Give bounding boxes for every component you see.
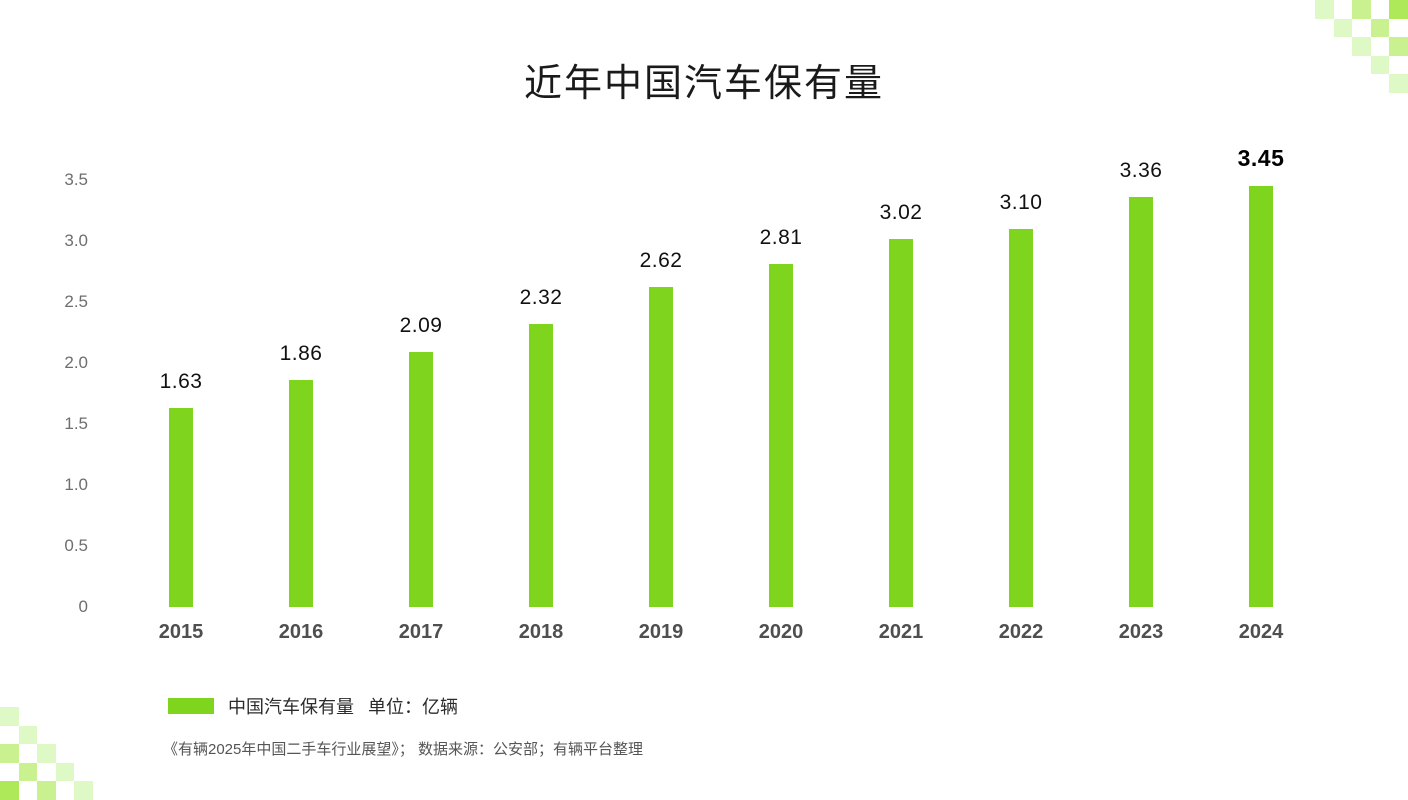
y-axis-tick-label: 3.0 bbox=[64, 231, 88, 250]
checker-square bbox=[1389, 74, 1408, 93]
checker-square bbox=[1352, 37, 1371, 56]
y-axis-tick-label: 2.0 bbox=[64, 353, 88, 372]
x-axis-tick-label: 2022 bbox=[998, 621, 1044, 643]
y-axis-tick-label: 1.0 bbox=[64, 475, 88, 494]
checker-decoration-top-right bbox=[1315, 0, 1408, 93]
y-axis-tick-label: 2.5 bbox=[64, 292, 88, 311]
checker-square bbox=[1389, 0, 1408, 19]
legend-unit-label: 单位：亿辆 bbox=[368, 697, 458, 717]
bar-value-label: 1.86 bbox=[279, 342, 323, 365]
chart-title: 近年中国汽车保有量 bbox=[523, 63, 884, 105]
checker-square bbox=[74, 781, 93, 800]
bar-2016 bbox=[289, 380, 313, 607]
bar-value-label: 1.63 bbox=[159, 370, 203, 393]
checker-decoration-bottom-left bbox=[0, 707, 93, 800]
bar-value-label: 2.09 bbox=[399, 314, 443, 337]
bar-2022 bbox=[1009, 229, 1033, 607]
bar-2017 bbox=[409, 352, 433, 607]
x-axis-tick-label: 2017 bbox=[398, 621, 444, 643]
checker-square bbox=[1315, 0, 1334, 19]
bar-2023 bbox=[1129, 197, 1153, 607]
x-axis-tick-label: 2019 bbox=[638, 621, 684, 643]
bar-2021 bbox=[889, 239, 913, 607]
x-axis-tick-label: 2021 bbox=[878, 621, 924, 643]
x-axis-tick-label: 2020 bbox=[758, 621, 804, 643]
bar-2015 bbox=[169, 408, 193, 607]
x-axis-tick-label: 2024 bbox=[1238, 621, 1284, 643]
bar-2020 bbox=[769, 264, 793, 607]
checker-square bbox=[1333, 18, 1353, 38]
y-axis-tick-label: 1.5 bbox=[64, 414, 88, 433]
checker-square bbox=[0, 707, 19, 726]
checker-square bbox=[1389, 37, 1408, 56]
legend-swatch bbox=[168, 698, 214, 714]
source-note: 《有辆2025年中国二手车行业展望》； 数据来源：公安部；有辆平台整理 bbox=[163, 741, 644, 758]
y-axis-tick-label: 0.5 bbox=[64, 536, 88, 555]
x-axis-tick-label: 2015 bbox=[158, 621, 204, 643]
legend: 中国汽车保有量 单位：亿辆 bbox=[168, 693, 458, 719]
bar-value-label: 2.62 bbox=[639, 249, 683, 272]
checker-square bbox=[37, 744, 56, 763]
y-axis-tick-label: 3.5 bbox=[64, 170, 88, 189]
bar-2018 bbox=[529, 324, 553, 607]
bar-2024 bbox=[1249, 186, 1273, 607]
checker-square bbox=[0, 781, 19, 800]
bar-value-label: 3.02 bbox=[879, 201, 923, 224]
checker-square bbox=[1370, 55, 1390, 75]
bar-value-label: 3.45 bbox=[1237, 145, 1285, 171]
checker-square bbox=[18, 725, 38, 745]
x-axis-tick-label: 2023 bbox=[1118, 621, 1164, 643]
checker-square bbox=[1370, 18, 1390, 38]
x-axis-tick-label: 2016 bbox=[278, 621, 324, 643]
checker-square bbox=[37, 781, 56, 800]
y-axis-tick-label: 0 bbox=[78, 597, 88, 616]
bar-value-label: 2.32 bbox=[519, 286, 563, 309]
checker-square bbox=[18, 762, 38, 782]
checker-square bbox=[55, 762, 75, 782]
bar-value-label: 3.10 bbox=[999, 191, 1043, 214]
bar-value-label: 2.81 bbox=[759, 226, 803, 249]
legend-series-label: 中国汽车保有量 bbox=[228, 697, 354, 717]
bar-2019 bbox=[649, 287, 673, 607]
x-axis-tick-label: 2018 bbox=[518, 621, 564, 643]
checker-square bbox=[0, 744, 19, 763]
bar-value-label: 3.36 bbox=[1119, 159, 1163, 182]
checker-square bbox=[1352, 0, 1371, 19]
